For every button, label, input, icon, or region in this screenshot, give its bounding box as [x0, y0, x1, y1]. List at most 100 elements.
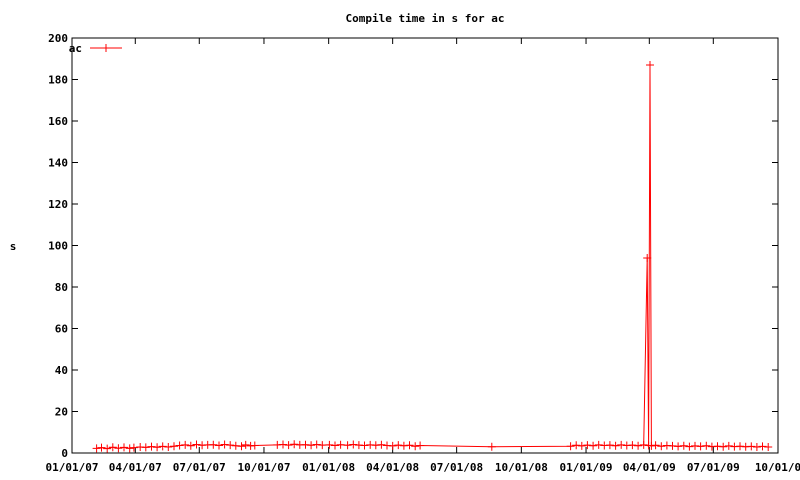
x-tick-label: 07/01/08: [430, 461, 483, 474]
data-point: [611, 441, 620, 450]
data-point: [290, 440, 299, 449]
x-tick-label: 04/01/09: [623, 461, 676, 474]
x-tick-label: 10/01/07: [237, 461, 290, 474]
data-point: [170, 442, 178, 451]
data-point: [108, 443, 117, 452]
data-point: [487, 442, 496, 451]
data-point: [747, 442, 756, 451]
data-point: [589, 441, 598, 450]
data-point: [416, 441, 425, 450]
x-tick-label: 04/01/07: [109, 461, 162, 474]
chart-title: Compile time in s for ac: [346, 12, 505, 25]
data-point: [371, 441, 380, 450]
y-tick-label: 40: [55, 364, 68, 377]
data-point: [120, 443, 128, 452]
legend: ac: [69, 42, 122, 55]
data-point: [377, 440, 386, 449]
series-ac: [92, 61, 773, 453]
data-point: [394, 441, 403, 450]
data-point: [97, 443, 106, 452]
data-point: [237, 442, 246, 451]
data-point: [360, 441, 369, 450]
data-point: [158, 442, 167, 451]
data-point: [181, 440, 190, 449]
data-point: [583, 441, 592, 450]
plot-frame: [71, 37, 779, 454]
x-tick-label: 07/01/07: [173, 461, 226, 474]
data-point: [192, 440, 201, 449]
data-point: [719, 442, 728, 451]
data-point: [307, 441, 316, 450]
y-tick-label: 200: [48, 32, 68, 45]
data-point: [388, 441, 397, 450]
y-tick-label: 80: [55, 281, 68, 294]
x-tick-label: 04/01/08: [366, 461, 419, 474]
data-point: [325, 440, 334, 449]
y-axis: 0 20 40 60 80 100 120 140 160 180 200: [48, 32, 778, 460]
data-point: [215, 441, 223, 450]
data-point: [226, 441, 235, 450]
data-point: [209, 440, 218, 449]
data-point: [643, 254, 652, 262]
data-point: [679, 441, 688, 450]
data-point: [220, 440, 229, 449]
series-line-ac: [96, 64, 769, 450]
data-point: [250, 441, 259, 450]
data-point: [129, 443, 138, 452]
data-point: [628, 441, 637, 450]
x-tick-label: 07/01/09: [687, 461, 740, 474]
legend-marker-ac: [102, 44, 110, 52]
data-point: [639, 440, 648, 449]
data-point: [284, 441, 293, 450]
y-tick-label: 120: [48, 198, 68, 211]
data-point: [647, 441, 656, 450]
data-point: [634, 441, 643, 450]
data-point: [736, 442, 744, 451]
y-tick-label: 180: [48, 74, 68, 87]
data-point: [92, 444, 101, 453]
x-tick-label: 10/01/08: [495, 461, 548, 474]
data-point: [331, 441, 339, 450]
data-point: [114, 444, 123, 453]
data-point: [702, 441, 711, 450]
x-tick-label: 01/01/09: [560, 461, 613, 474]
y-tick-label: 60: [55, 323, 68, 336]
data-point: [175, 441, 184, 450]
data-point: [566, 442, 575, 451]
y-tick-label: 20: [55, 406, 68, 419]
data-point: [411, 442, 420, 451]
data-point: [318, 441, 327, 450]
data-point: [301, 440, 310, 449]
data-point: [279, 440, 287, 449]
data-point: [153, 443, 162, 452]
y-tick-label: 100: [48, 240, 68, 253]
data-point: [605, 441, 614, 450]
y-tick-label: 140: [48, 157, 68, 170]
data-point: [241, 440, 250, 449]
data-point: [696, 442, 705, 451]
data-point: [164, 443, 173, 451]
data-point: [724, 441, 733, 450]
data-point: [405, 441, 414, 450]
data-point: [103, 444, 112, 453]
data-point: [752, 443, 761, 451]
data-point: [764, 443, 773, 451]
data-point: [674, 442, 683, 451]
data-point: [651, 441, 660, 450]
x-tick-label: 01/01/07: [46, 461, 99, 474]
data-point: [646, 61, 654, 69]
data-point: [349, 440, 358, 449]
y-tick-label: 0: [61, 447, 68, 460]
data-point: [617, 440, 626, 449]
data-point: [147, 442, 156, 451]
data-point: [577, 441, 586, 450]
data-point: [685, 442, 694, 451]
data-point: [594, 440, 603, 449]
data-point: [758, 442, 767, 451]
data-point: [312, 440, 321, 449]
data-point: [572, 441, 581, 450]
data-point: [186, 441, 195, 450]
data-point: [657, 442, 666, 451]
data-point: [343, 441, 352, 450]
